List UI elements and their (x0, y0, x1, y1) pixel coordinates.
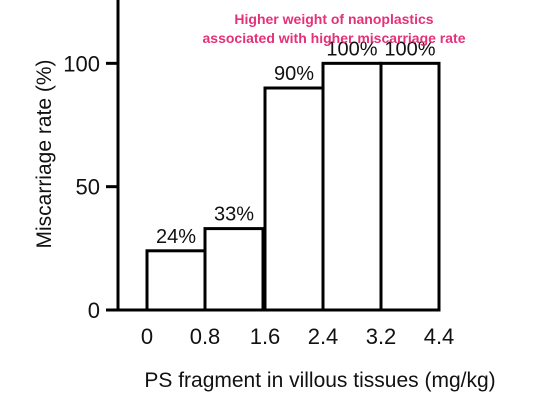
labels-layer: 0 50 100 24% 33% 90% 100% 100% 0 0.8 1.6 2.4 3.2 4.4 (63, 38, 454, 349)
x-axis-label: PS fragment in villous tissues (mg/kg) (144, 369, 495, 392)
ticks-layer (106, 61, 118, 312)
y-tick-label: 100 (63, 51, 100, 76)
x-tick-label: 0 (141, 324, 153, 349)
bars-layer (145, 61, 441, 312)
chart-title: Higher weight of nanoplastics associated … (203, 11, 466, 46)
y-tick-label: 0 (88, 298, 100, 323)
y-axis-label: Miscarriage rate (%) (33, 59, 56, 248)
x-tick-label: 3.2 (366, 324, 397, 349)
bar-4 (321, 61, 383, 312)
bar-value-label: 33% (214, 204, 254, 226)
bar-value-label: 24% (156, 226, 196, 248)
bar-3 (263, 86, 325, 312)
bar-1 (145, 249, 207, 312)
bar-value-label: 100% (384, 38, 435, 60)
bar-value-label: 90% (274, 63, 314, 85)
bar-2 (203, 227, 265, 312)
x-tick-label: 4.4 (424, 324, 455, 349)
x-tick-label: 0.8 (190, 324, 221, 349)
x-tick-label: 2.4 (308, 324, 339, 349)
axes-layer (116, 0, 440, 312)
x-tick-label: 1.6 (250, 324, 281, 349)
y-tick-label: 50 (76, 175, 100, 200)
bar-value-label: 100% (326, 38, 377, 60)
bar-5 (379, 61, 441, 312)
chart-title-line: associated with higher miscarriage rate (203, 30, 466, 46)
chart-title-line: Higher weight of nanoplastics (234, 11, 433, 27)
